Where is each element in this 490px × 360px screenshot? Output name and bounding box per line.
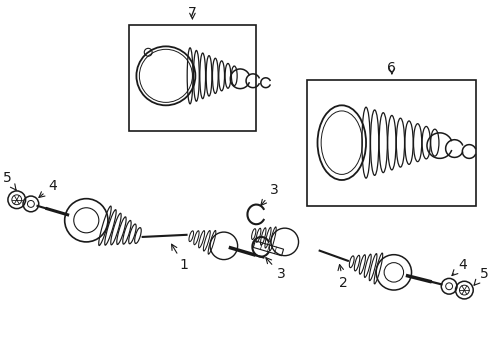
- Text: 4: 4: [452, 258, 467, 275]
- Text: 7: 7: [188, 6, 197, 20]
- Text: 2: 2: [338, 265, 348, 290]
- Text: 6: 6: [388, 61, 396, 75]
- Text: 4: 4: [39, 179, 57, 197]
- Text: 1: 1: [172, 244, 189, 273]
- Text: 3: 3: [266, 258, 285, 281]
- Bar: [128, 25, 256, 131]
- Bar: [307, 80, 476, 206]
- Text: 5: 5: [474, 267, 489, 285]
- Text: 3: 3: [261, 183, 278, 206]
- Text: 5: 5: [2, 171, 16, 190]
